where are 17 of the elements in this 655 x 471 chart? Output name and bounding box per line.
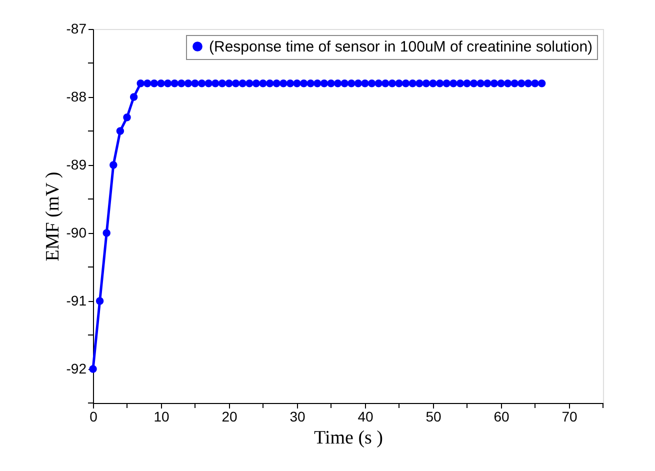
y-tick-label: -87 — [66, 20, 87, 36]
y-tick-label: -89 — [66, 156, 87, 172]
y-axis-title: EMF (mV ) — [42, 172, 64, 262]
y-tick-label: -92 — [66, 360, 87, 376]
x-tick-label: 30 — [290, 408, 306, 424]
x-axis-title: Time (s ) — [314, 428, 383, 448]
legend-label: (Response time of sensor in 100uM of creatinine solution) — [209, 38, 593, 56]
x-tick-label: 50 — [426, 408, 442, 424]
x-tick-label: 70 — [562, 408, 578, 424]
y-tick-label: -91 — [66, 292, 87, 308]
x-tick-label: 0 — [90, 408, 98, 424]
x-tick-label: 20 — [222, 408, 238, 424]
x-tick-label: 40 — [358, 408, 374, 424]
y-tick-label: -88 — [66, 88, 87, 104]
x-tick-label: 60 — [494, 408, 510, 424]
y-tick-label: -90 — [66, 224, 87, 240]
x-tick-label: 10 — [154, 408, 170, 424]
